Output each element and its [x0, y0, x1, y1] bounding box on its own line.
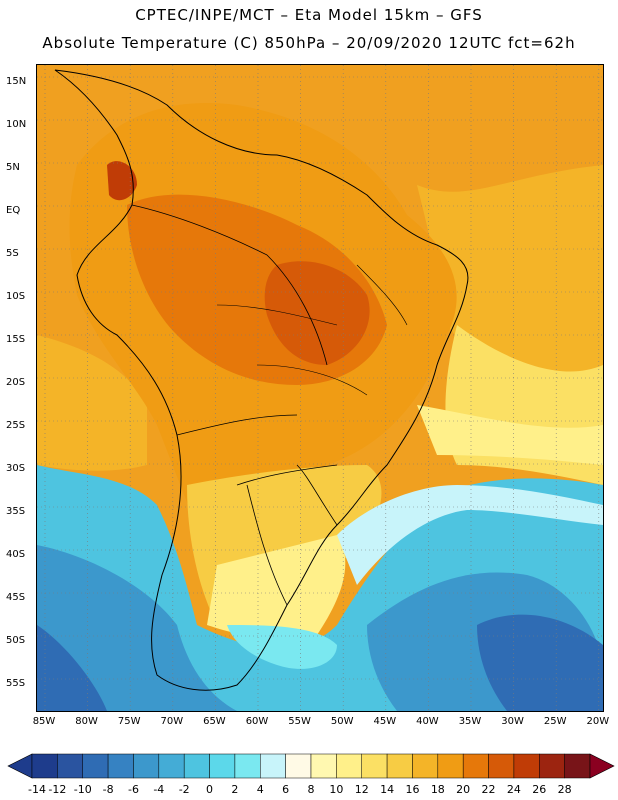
longitude-label: 40W	[416, 716, 439, 727]
pacific-cold-area	[37, 545, 237, 711]
latitude-label: 20S	[6, 377, 26, 388]
longitude-label: 75W	[117, 716, 141, 727]
colorbar-swatch	[234, 753, 261, 779]
colorbar-swatch	[82, 753, 109, 779]
colorbar-label: -6	[127, 783, 139, 796]
colorbar-label: 28	[557, 783, 572, 796]
colorbar-swatch	[361, 753, 388, 779]
colorbar-label: 6	[282, 783, 290, 796]
colorbar-swatch	[133, 753, 160, 779]
colorbar-label: -10	[73, 783, 92, 796]
longitude-label: 30W	[501, 716, 524, 727]
colorbar-label: 22	[481, 783, 496, 796]
colorbar-label: 18	[430, 783, 445, 796]
temperature-map	[36, 64, 604, 712]
longitude-label: 45W	[373, 716, 397, 727]
colorbar-label: -2	[178, 783, 190, 796]
atlantic-coldest-area	[477, 614, 603, 711]
latitude-label: 5N	[6, 162, 20, 173]
colorbar-label: 8	[307, 783, 315, 796]
colorbar-label: 16	[405, 783, 420, 796]
longitude-label: 65W	[203, 716, 226, 727]
longitude-label: 60W	[245, 716, 269, 727]
latitude-label: 10S	[6, 291, 26, 302]
pacific-coldest-area	[37, 625, 107, 711]
colorbar-label: 0	[206, 783, 214, 796]
colorbar-swatch	[564, 753, 591, 779]
longitude-label: 55W	[288, 716, 311, 727]
colorbar-swatch	[107, 753, 134, 779]
interior-hottest-area	[264, 261, 370, 365]
colorbar-swatch	[462, 753, 489, 779]
colorbar-swatch	[57, 753, 83, 779]
pacific-warm-zone	[37, 335, 147, 471]
latitude-label: 25S	[6, 420, 26, 431]
colorbar-swatch	[209, 753, 236, 779]
colorbar-label: 24	[506, 783, 521, 796]
colorbar-label: 14	[380, 783, 395, 796]
colorbar-label: 20	[456, 783, 471, 796]
colorbar-label: -4	[153, 783, 165, 796]
colorbar-swatch	[260, 753, 286, 779]
colorbar-label: 10	[329, 783, 344, 796]
latitude-label: EQ	[6, 205, 21, 216]
colorbar	[0, 752, 618, 800]
longitude-label: 20W	[586, 716, 610, 727]
country-borders	[131, 204, 338, 606]
andes-hot-spot	[107, 161, 137, 201]
colorbar-swatch	[539, 753, 565, 779]
longitude-label: 70W	[160, 716, 184, 727]
latitude-label: 30S	[6, 463, 26, 474]
latitude-label: 15N	[6, 76, 27, 87]
latitude-label: 40S	[6, 549, 26, 560]
latitude-label: 50S	[6, 635, 26, 646]
colorbar-swatch	[158, 753, 185, 779]
continent-coastline	[54, 69, 469, 691]
colorbar-swatch	[183, 753, 210, 779]
colorbar-max-arrow	[589, 753, 615, 779]
cold-front-pale-band	[337, 485, 603, 585]
colorbar-swatch	[310, 753, 337, 779]
longitude-label: 85W	[32, 716, 56, 727]
colorbar-swatch	[336, 753, 362, 779]
longitude-label: 80W	[75, 716, 98, 727]
colorbar-label: 26	[532, 783, 547, 796]
longitude-label: 25W	[543, 716, 567, 727]
latitude-label: 5S	[6, 248, 19, 259]
colorbar-label: 4	[256, 783, 264, 796]
longitude-label: 35W	[458, 716, 482, 727]
colorbar-label: 12	[354, 783, 369, 796]
colorbar-label: -14	[28, 783, 46, 796]
southern-yellow-transition	[207, 535, 346, 640]
latitude-label: 55S	[6, 678, 26, 689]
colorbar-swatch	[488, 753, 515, 779]
map-title-line-2: Absolute Temperature (C) 850hPa – 20/09/…	[42, 34, 576, 52]
colorbar-swatch	[31, 753, 58, 779]
latitude-label: 15S	[6, 334, 26, 345]
latitude-label: 10N	[6, 119, 27, 130]
colorbar-label: -8	[102, 783, 114, 796]
colorbar-swatch	[513, 753, 540, 779]
colorbar-swatch	[386, 753, 413, 779]
colorbar-swatch	[285, 753, 312, 779]
latitude-label: 35S	[6, 506, 26, 517]
colorbar-label: 2	[231, 783, 239, 796]
state-borders	[216, 264, 408, 396]
map-title-line-1: CPTEC/INPE/MCT – Eta Model 15km – GFS	[135, 6, 483, 24]
colorbar-swatch	[412, 753, 439, 779]
colorbar-min-arrow	[7, 753, 33, 779]
colorbar-label: -12	[48, 783, 67, 796]
latitude-label: 45S	[6, 592, 26, 603]
longitude-label: 50W	[330, 716, 354, 727]
colorbar-swatch	[437, 753, 464, 779]
